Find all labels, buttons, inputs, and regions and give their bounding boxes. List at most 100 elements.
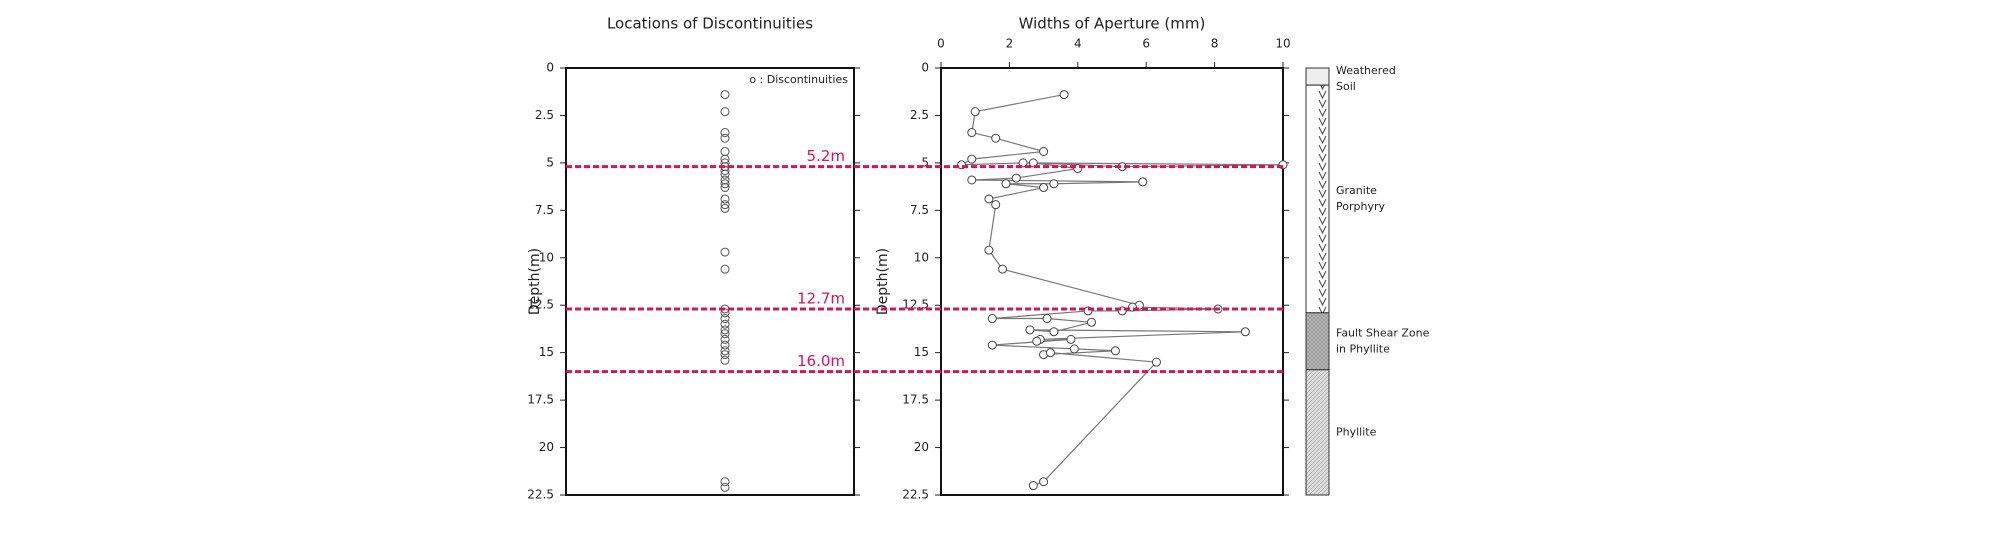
discontinuity-point — [720, 264, 730, 274]
discontinuity-point — [720, 482, 730, 492]
x-tick-label: 6 — [1142, 37, 1150, 51]
plot-frame — [940, 67, 1284, 496]
y-tick-label: 5 — [546, 155, 554, 169]
discontinuity-point — [720, 355, 730, 365]
aperture-point — [1018, 158, 1028, 168]
discontinuity-point — [720, 334, 730, 344]
y-tick-label: 0 — [921, 61, 929, 75]
depth-marker-label: 12.7m — [797, 290, 845, 308]
aperture-point — [1011, 173, 1021, 183]
aperture-point — [1045, 348, 1055, 358]
aperture-point — [1059, 90, 1069, 100]
lithology-unit — [1305, 84, 1330, 314]
lithology-unit — [1305, 369, 1330, 496]
aperture-point — [991, 200, 1001, 210]
aperture-point — [967, 154, 977, 164]
chart-title: Locations of Discontinuities — [607, 15, 813, 33]
aperture-point — [987, 340, 997, 350]
discontinuity-point — [720, 200, 730, 210]
chart-title: Widths of Aperture (mm) — [1019, 15, 1206, 33]
discontinuity-point — [720, 90, 730, 100]
y-tick-label: 0 — [546, 61, 554, 75]
x-tick-label: 10 — [1275, 37, 1290, 51]
discontinuity-point — [720, 346, 730, 356]
aperture-point — [967, 128, 977, 138]
lithology-unit — [1305, 67, 1330, 86]
aperture-point — [1240, 327, 1250, 337]
y-tick-label: 15 — [539, 345, 554, 359]
y-tick-label: 15 — [914, 345, 929, 359]
y-tick-label: 7.5 — [535, 203, 554, 217]
discontinuity-point — [720, 183, 730, 193]
y-tick-label: 12.5 — [902, 298, 929, 312]
y-tick-label: 22.5 — [902, 488, 929, 502]
aperture-point — [991, 133, 1001, 143]
x-tick-label: 4 — [1074, 37, 1082, 51]
discontinuity-point — [720, 325, 730, 335]
lithology-label: Weathered — [1336, 64, 1396, 77]
aperture-point — [1039, 183, 1049, 193]
y-tick-label: 2.5 — [535, 108, 554, 122]
aperture-point — [970, 107, 980, 117]
y-tick-label: 22.5 — [527, 488, 554, 502]
aperture-point — [1001, 179, 1011, 189]
aperture-point — [1151, 357, 1161, 367]
y-tick-label: 7.5 — [910, 203, 929, 217]
y-axis-label: Depth(m) — [875, 248, 891, 315]
x-tick-label: 2 — [1006, 37, 1014, 51]
discontinuity-point — [720, 247, 730, 257]
discontinuity-point — [720, 314, 730, 324]
aperture-point — [998, 264, 1008, 274]
discontinuity-point — [720, 107, 730, 117]
y-tick-label: 10 — [539, 250, 554, 264]
y-tick-label: 2.5 — [910, 108, 929, 122]
discontinuity-point — [720, 329, 730, 339]
x-tick-label: 0 — [937, 37, 945, 51]
lithology-label: Soil — [1336, 80, 1356, 93]
lithology-label: in Phyllite — [1336, 342, 1390, 355]
aperture-line — [961, 93, 1284, 487]
discontinuity-point — [720, 169, 730, 179]
aperture-point — [1028, 481, 1038, 491]
lithology-label: Granite — [1336, 184, 1377, 197]
aperture-point — [967, 175, 977, 185]
x-tick-label: 8 — [1211, 37, 1219, 51]
depth-marker-label: 16.0m — [797, 352, 845, 370]
discontinuity-point — [720, 477, 730, 487]
legend-label: o : Discontinuities — [749, 73, 848, 86]
discontinuity-point — [720, 147, 730, 157]
lithology-unit — [1305, 312, 1330, 371]
y-tick-label: 20 — [539, 440, 554, 454]
aperture-point — [1110, 346, 1120, 356]
aperture-point — [1025, 325, 1035, 335]
y-tick-label: 20 — [914, 440, 929, 454]
aperture-point — [1086, 317, 1096, 327]
discontinuity-point — [720, 179, 730, 189]
aperture-point — [1049, 327, 1059, 337]
lithology-label: Fault Shear Zone — [1336, 326, 1430, 339]
y-tick-label: 10 — [914, 250, 929, 264]
lithology-label: Phyllite — [1336, 425, 1377, 438]
depth-marker-label: 5.2m — [807, 147, 845, 165]
y-tick-label: 17.5 — [527, 393, 554, 407]
aperture-point — [1032, 336, 1042, 346]
y-tick-label: 17.5 — [902, 393, 929, 407]
aperture-point — [1039, 477, 1049, 487]
aperture-point — [1039, 147, 1049, 157]
aperture-point — [1066, 334, 1076, 344]
discontinuity-point — [720, 350, 730, 360]
discontinuity-point — [720, 133, 730, 143]
y-axis-label: Depth(m) — [527, 248, 543, 315]
aperture-point — [987, 314, 997, 324]
aperture-point — [984, 194, 994, 204]
y-tick-label: 5 — [921, 155, 929, 169]
aperture-point — [1049, 179, 1059, 189]
aperture-point — [984, 245, 994, 255]
lithology-label: Porphyry — [1336, 200, 1385, 213]
aperture-point — [1042, 314, 1052, 324]
plot-frame — [565, 67, 855, 496]
aperture-point — [1028, 158, 1038, 168]
discontinuity-point — [720, 194, 730, 204]
discontinuity-point — [720, 340, 730, 350]
